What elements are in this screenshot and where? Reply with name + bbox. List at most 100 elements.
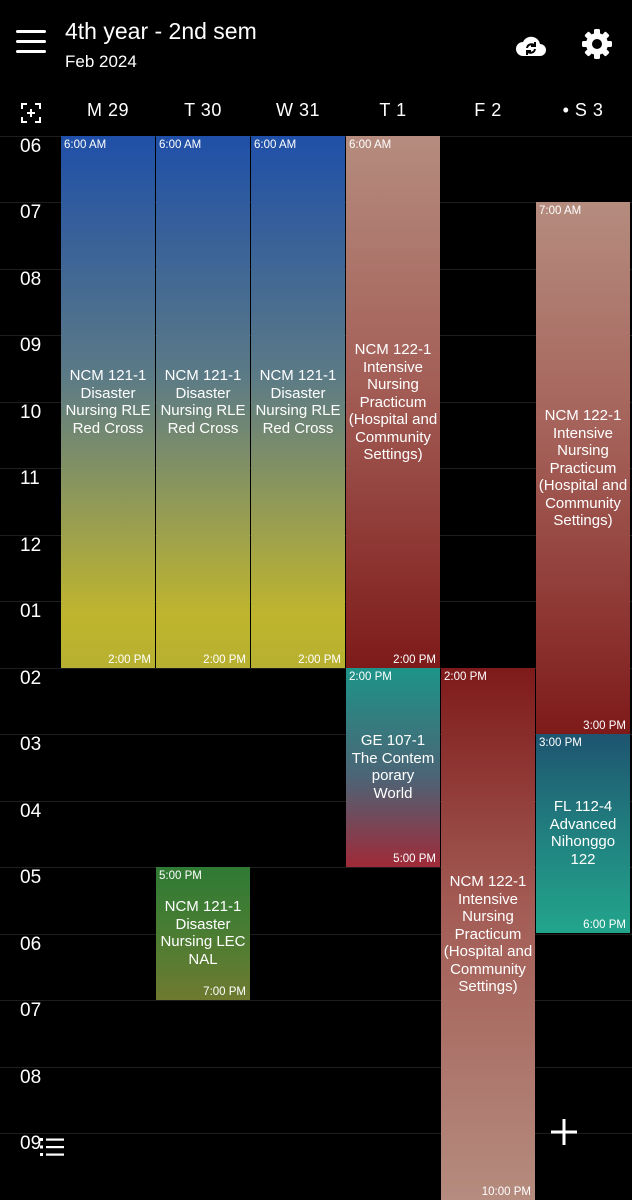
hour-label: 02 [20,668,42,689]
hour-label: 05 [20,867,42,888]
event-end-time: 7:00 PM [203,986,246,998]
event-title: NCM 121-1 Disaster Nursing LEC NAL [156,898,250,968]
event-block[interactable]: 3:00 PM FL 112-4 Advanced Nihonggo 122 6… [536,734,630,933]
menu-icon-bar [16,50,46,53]
event-title-line: NCM 122-1 [354,341,432,358]
event-start-time: 2:00 PM [349,671,392,683]
event-block[interactable]: 5:00 PM NCM 121-1 Disaster Nursing LEC N… [156,867,250,1000]
hour-label: 08 [20,269,42,290]
hour-gridline [0,734,632,735]
sync-button[interactable] [515,32,547,60]
event-title-line: NCM 122-1 [449,873,527,890]
hour-label: 03 [20,734,42,755]
event-title-line: Red Cross [262,419,334,437]
hour-gridline [0,801,632,802]
day-header-fri[interactable]: F 2 [474,100,502,120]
hour-label: 06 [20,934,42,955]
hour-label: 07 [20,202,42,223]
hour-gridline [0,1067,632,1068]
event-title-line: Red Cross [167,419,239,437]
event-title-line: The Contem [351,749,435,767]
event-title-line: Nursing [462,908,514,925]
hour-label: 04 [20,801,42,822]
hour-label: 10 [20,402,42,423]
event-block[interactable]: 2:00 PM GE 107-1 The Contem porary World… [346,668,440,867]
hour-label: 09 [20,1133,42,1154]
event-title-line: Nursing [557,442,609,459]
event-title-line: Advanced [549,815,617,833]
day-header-mon[interactable]: M 29 [86,100,130,120]
event-title-line: porary [371,767,415,784]
event-title-line: Practicum [549,459,617,477]
event-title-line: Disaster [175,384,231,402]
add-event-button[interactable] [548,1116,580,1148]
event-title-line: Practicum [454,925,522,943]
event-title-line: Intensive [457,890,519,908]
event-title-line: Nursing LEC [160,933,246,950]
event-title-line: Practicum [359,393,427,411]
day-header-thu[interactable]: T 1 [379,100,407,120]
event-title-line: NCM 121-1 [164,898,242,915]
event-start-time: 6:00 AM [349,139,392,151]
event-title-line: Nursing RLE [65,402,151,419]
event-block[interactable]: 7:00 AM NCM 122-1 Intensive Nursing Prac… [536,202,630,734]
event-start-time: 6:00 AM [254,139,297,151]
event-title-line: GE 107-1 [360,732,426,749]
event-title-line: Settings) [363,446,423,463]
list-view-button[interactable] [40,1135,66,1159]
event-start-time: 6:00 AM [64,139,107,151]
event-block[interactable]: 2:00 PM NCM 122-1 Intensive Nursing Prac… [441,668,535,1200]
event-title: NCM 122-1 Intensive Nursing Practicum (H… [441,873,535,996]
day-header-sat[interactable]: • S 3 [562,100,604,120]
event-title-line: (Hospital and [443,943,533,960]
event-title-line: Intensive [362,358,424,376]
day-header-wed[interactable]: W 31 [275,100,320,120]
event-start-time: 3:00 PM [539,737,582,749]
event-end-time: 10:00 PM [481,1186,531,1198]
event-title-line: Disaster [175,915,231,933]
top-app-bar: 4th year - 2nd sem Feb 2024 [0,0,632,90]
menu-button[interactable] [16,30,48,56]
event-title-line: NCM 122-1 [544,407,622,424]
event-title-line: 122 [570,850,596,868]
event-title: FL 112-4 Advanced Nihonggo 122 [536,798,630,868]
event-title-line: Nihonggo [550,833,616,850]
hour-label: 09 [20,335,42,356]
event-end-time: 6:00 PM [583,919,626,931]
event-title-line: Red Cross [72,419,144,437]
event-title-line: NAL [188,950,218,968]
event-end-time: 3:00 PM [583,720,626,732]
event-title-line: NCM 121-1 [259,367,337,384]
hour-label: 12 [20,535,42,556]
settings-button[interactable] [579,26,615,62]
event-title-line: Community [450,960,526,978]
event-title-line: Nursing RLE [160,402,246,419]
menu-icon-bar [16,40,46,43]
jump-to-today-button[interactable] [20,102,42,124]
event-title: NCM 121-1 Disaster Nursing RLE Red Cross [251,367,345,437]
event-end-time: 5:00 PM [393,853,436,865]
page-title: 4th year - 2nd sem [65,18,257,44]
event-title-line: World [373,784,413,802]
cloud-sync-icon [516,36,546,56]
day-header-tue[interactable]: T 30 [184,100,222,120]
event-title: NCM 122-1 Intensive Nursing Practicum (H… [346,341,440,464]
event-title: NCM 121-1 Disaster Nursing RLE Red Cross [61,367,155,437]
hour-label: 08 [20,1067,42,1088]
event-title-line: Intensive [552,424,614,442]
event-title-line: Settings) [553,512,613,529]
event-title-line: NCM 121-1 [164,367,242,384]
event-end-time: 2:00 PM [393,654,436,666]
event-block[interactable]: 6:00 AM NCM 121-1 Disaster Nursing RLE R… [251,136,345,668]
event-start-time: 6:00 AM [159,139,202,151]
event-block[interactable]: 6:00 AM NCM 122-1 Intensive Nursing Prac… [346,136,440,668]
event-title-line: Community [355,428,431,446]
event-end-time: 2:00 PM [203,654,246,666]
jump-to-today-icon [21,103,41,123]
hour-label: 01 [20,601,42,622]
event-title-line: FL 112-4 [553,798,613,815]
event-block[interactable]: 6:00 AM NCM 121-1 Disaster Nursing RLE R… [61,136,155,668]
hour-gridline [0,934,632,935]
event-start-time: 5:00 PM [159,870,202,882]
event-block[interactable]: 6:00 AM NCM 121-1 Disaster Nursing RLE R… [156,136,250,668]
